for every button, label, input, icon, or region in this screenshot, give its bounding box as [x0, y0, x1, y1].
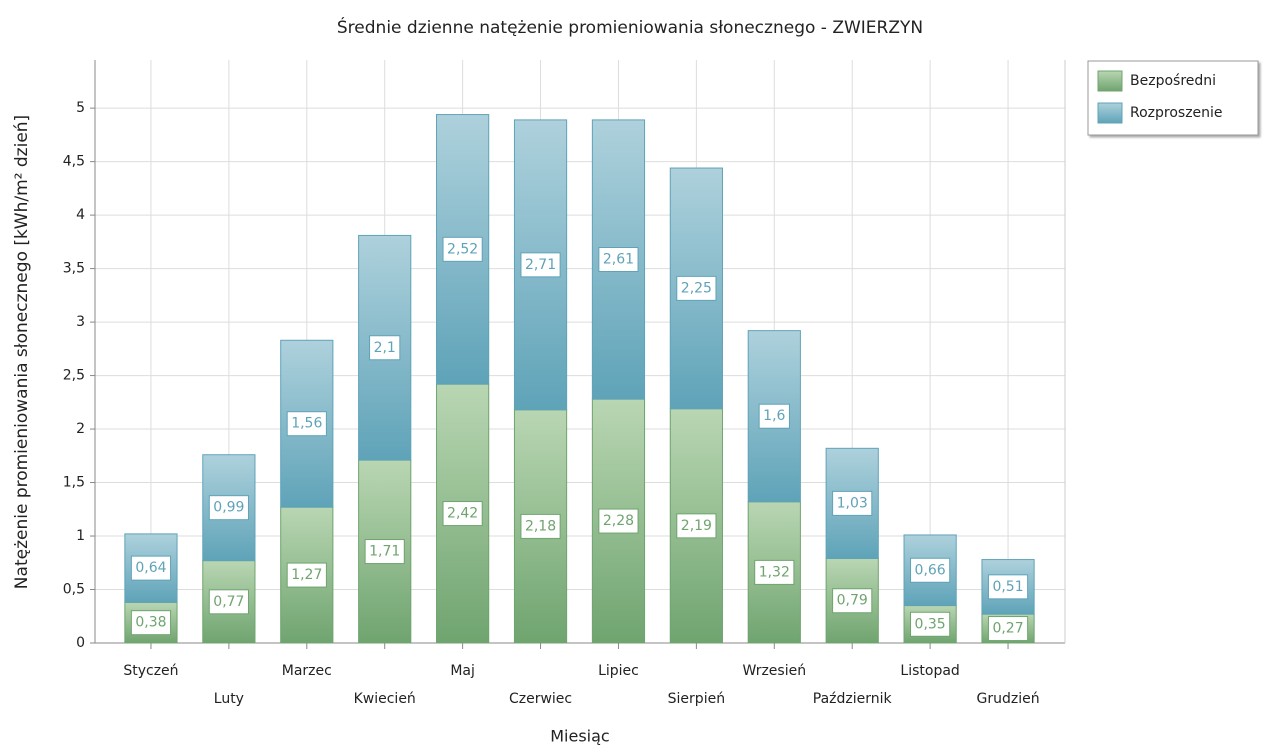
data-label-box: [286, 562, 327, 588]
x-tick-label: Czerwiec: [509, 691, 572, 707]
data-label: 0,77: [213, 594, 244, 610]
data-label: 0,38: [135, 615, 166, 631]
data-label: 2,71: [525, 257, 556, 273]
data-label: 2,42: [447, 506, 478, 522]
data-label-box: [598, 508, 639, 534]
data-label-box: [286, 411, 327, 437]
data-label-box: [676, 513, 717, 539]
data-label-box: [130, 555, 172, 581]
data-label: 0,99: [213, 500, 244, 516]
y-tick-label: 0,5: [63, 582, 85, 598]
data-label-box: [442, 501, 483, 527]
data-label: 2,28: [603, 513, 634, 529]
data-label: 1,71: [369, 544, 400, 560]
data-label-box: [369, 335, 401, 361]
data-label: 1,03: [837, 495, 868, 511]
data-label: 2,52: [447, 241, 478, 257]
x-tick-label: Październik: [813, 691, 893, 707]
legend-swatch: [1097, 102, 1123, 124]
data-label-box: [832, 588, 873, 614]
data-label: 0,27: [992, 621, 1023, 637]
data-label: 2,19: [681, 518, 712, 534]
legend-label: Bezpośredni: [1130, 73, 1216, 89]
data-label-box: [520, 252, 561, 278]
y-tick-label: 2,5: [63, 368, 85, 384]
chart-title: Średnie dzienne natężenie promieniowania…: [337, 16, 923, 38]
data-label-box: [364, 539, 405, 565]
legend-swatch: [1097, 70, 1123, 92]
x-axis-label: Miesiąc: [550, 727, 609, 746]
data-label-box: [676, 275, 717, 301]
data-label: 2,25: [681, 280, 712, 296]
y-tick-label: 5: [76, 100, 85, 116]
data-label: 1,32: [759, 564, 790, 580]
data-label: 0,66: [915, 562, 946, 578]
x-tick-label: Maj: [450, 663, 475, 679]
data-label-box: [910, 557, 951, 583]
data-label-box: [520, 513, 561, 539]
data-label: 0,79: [837, 593, 868, 609]
data-label-box: [598, 247, 639, 273]
x-tick-label: Listopad: [900, 663, 959, 679]
data-label-box: [442, 236, 483, 262]
x-tick-label: Kwiecień: [354, 691, 416, 707]
x-tick-label: Grudzień: [976, 691, 1039, 707]
legend-label: Rozproszenie: [1130, 105, 1223, 121]
y-tick-label: 1: [76, 528, 85, 544]
data-label-box: [208, 495, 249, 521]
y-axis-label: Natężenie promieniowania słonecznego [kW…: [12, 115, 32, 589]
data-label: 2,61: [603, 252, 634, 268]
data-label-box: [758, 403, 790, 429]
data-label-box: [754, 559, 795, 585]
x-tick-label: Styczeń: [123, 663, 178, 679]
x-tick-label: Marzec: [282, 663, 332, 679]
data-label-box: [832, 490, 873, 516]
data-label: 1,27: [291, 567, 322, 583]
y-tick-label: 2: [76, 421, 85, 437]
y-tick-label: 0: [76, 635, 85, 651]
x-tick-label: Wrzesień: [742, 663, 806, 679]
data-label: 0,35: [915, 616, 946, 632]
data-label: 0,64: [135, 560, 166, 576]
x-tick-label: Sierpień: [668, 691, 725, 707]
data-label-box: [987, 616, 1029, 642]
data-label-box: [130, 610, 172, 636]
x-tick-label: Luty: [214, 691, 244, 707]
data-label-box: [987, 574, 1029, 600]
data-label: 1,56: [291, 416, 322, 432]
y-tick-label: 4: [76, 207, 85, 223]
data-label-box: [910, 611, 951, 637]
x-tick-label: Lipiec: [598, 663, 639, 679]
data-label: 2,18: [525, 518, 556, 534]
y-tick-label: 3: [76, 314, 85, 330]
y-tick-label: 4,5: [63, 154, 85, 170]
y-tick-label: 3,5: [63, 261, 85, 277]
y-tick-label: 1,5: [63, 475, 85, 491]
data-label: 1,6: [763, 408, 785, 424]
data-label: 2,1: [374, 340, 396, 356]
data-label: 0,51: [992, 579, 1023, 595]
data-label-box: [208, 589, 249, 615]
